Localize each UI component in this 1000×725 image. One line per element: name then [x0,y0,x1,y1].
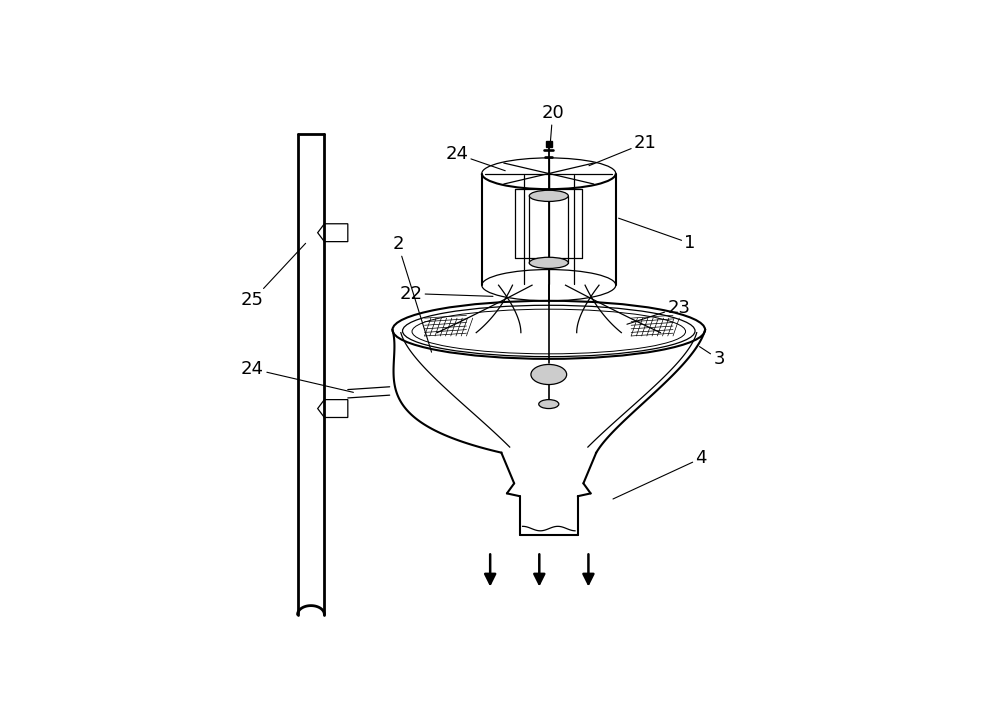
Text: 23: 23 [627,299,690,324]
Ellipse shape [539,399,559,409]
Text: 3: 3 [700,347,725,368]
Ellipse shape [531,365,567,384]
Text: 21: 21 [589,134,657,166]
Text: 22: 22 [399,284,493,302]
Ellipse shape [529,257,568,268]
Text: 4: 4 [613,450,707,499]
Ellipse shape [529,190,568,202]
Text: 25: 25 [241,244,306,310]
Text: 20: 20 [541,104,564,141]
Text: 1: 1 [619,218,696,252]
Text: 2: 2 [392,236,432,352]
Text: 24: 24 [445,145,505,171]
Text: 24: 24 [241,360,353,392]
